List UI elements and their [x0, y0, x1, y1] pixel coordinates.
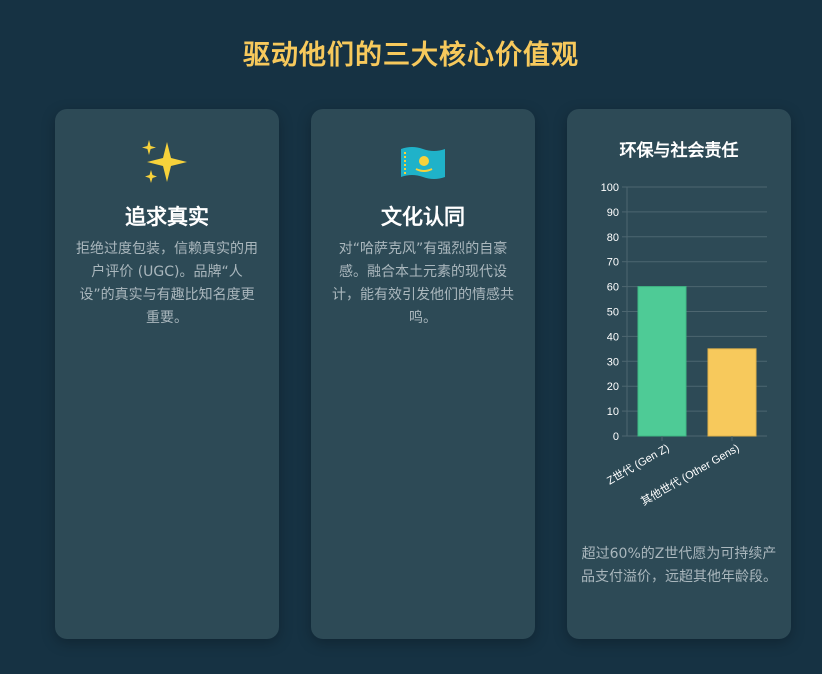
page-title: 驱动他们的三大核心价值观: [243, 40, 579, 71]
y-tick-label: 30: [607, 356, 619, 368]
y-tick-label: 40: [607, 331, 619, 343]
value-card-sustainability: 环保与社会责任 0 10 20 30 40 50 60 70 80 90 100 Z世代 (Gen Z…: [567, 109, 791, 639]
sparkles-icon: [55, 140, 279, 184]
value-card-culture: 文化认同 对“哈萨克风”有强烈的自豪感。融合本土元素的现代设计，能有效引发他们的…: [311, 109, 535, 639]
y-tick-label: 0: [613, 431, 619, 443]
value-card-authenticity: 追求真实 拒绝过度包装，信赖真实的用户评价 (UGC)。品牌“人设”的真实与有趣…: [55, 109, 279, 639]
y-tick-label: 70: [607, 257, 619, 269]
chart-note: 超过60%的Z世代愿为可持续产品支付溢价，远超其他年龄段。: [581, 546, 777, 585]
y-tick-label: 50: [607, 307, 619, 319]
y-tick-label: 90: [607, 207, 619, 219]
bar-gen-z: [637, 286, 687, 437]
y-tick-label: 20: [607, 381, 619, 393]
x-category-label: Z世代 (Gen Z): [605, 441, 672, 487]
kazakhstan-flag-icon: [311, 140, 535, 184]
bar-other-gens: [707, 348, 757, 437]
y-tick-label: 10: [607, 406, 619, 418]
card-description: 对“哈萨克风”有强烈的自豪感。融合本土元素的现代设计，能有效引发他们的情感共鸣。: [332, 241, 514, 326]
card-description: 拒绝过度包装，信赖真实的用户评价 (UGC)。品牌“人设”的真实与有趣比知名度更…: [76, 241, 258, 326]
y-tick-label: 100: [601, 182, 619, 194]
card-title: 追求真实: [125, 205, 209, 229]
y-tick-label: 80: [607, 232, 619, 244]
y-tick-label: 60: [607, 282, 619, 294]
chart-title: 环保与社会责任: [619, 141, 739, 161]
card-title: 文化认同: [381, 205, 465, 229]
